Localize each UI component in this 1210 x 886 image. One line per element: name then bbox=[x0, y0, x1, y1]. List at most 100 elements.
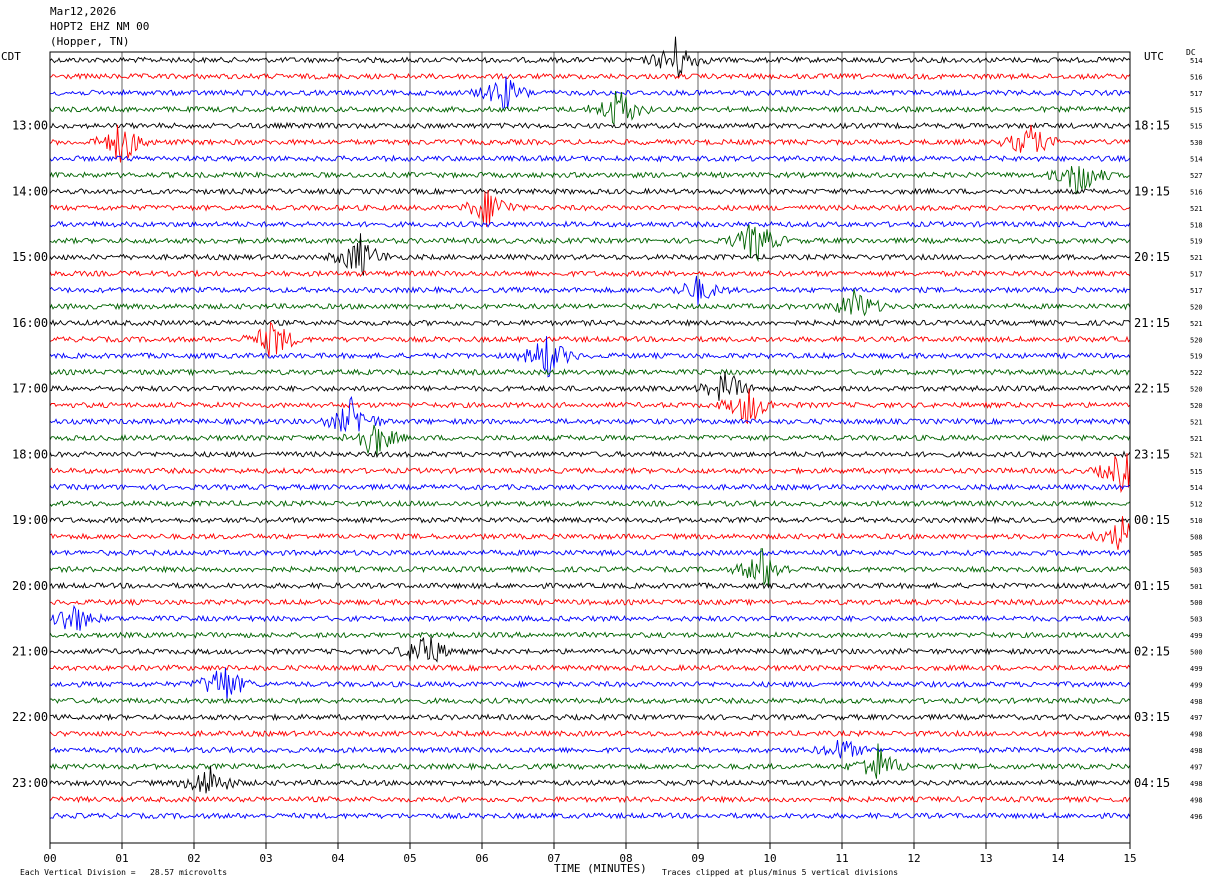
trace-row-39 bbox=[49, 696, 1131, 705]
dc-offset-value: 500 bbox=[1190, 599, 1203, 607]
dc-offset-value: 515 bbox=[1190, 106, 1203, 114]
left-hour-label: 15:00 bbox=[12, 250, 48, 264]
left-hour-label: 13:00 bbox=[12, 119, 48, 133]
dc-offset-value: 503 bbox=[1190, 566, 1203, 574]
scale-note: Each Vertical Division = 28.57 microvolt… bbox=[20, 868, 228, 877]
dc-offset-value: 503 bbox=[1190, 616, 1203, 624]
left-hour-label: 19:00 bbox=[12, 513, 48, 527]
dc-offset-value: 521 bbox=[1190, 435, 1203, 443]
header-station: HOPT2 EHZ NM 00 bbox=[50, 20, 150, 33]
left-hour-label: 22:00 bbox=[12, 710, 48, 724]
x-tick-label: 08 bbox=[619, 852, 632, 865]
trace-row-12 bbox=[49, 233, 1131, 276]
x-tick-label: 02 bbox=[187, 852, 200, 865]
right-hour-label: 18:15 bbox=[1134, 119, 1170, 133]
dc-offset-value: 520 bbox=[1190, 386, 1203, 394]
x-tick-label: 06 bbox=[475, 852, 488, 865]
x-tick-label: 15 bbox=[1123, 852, 1136, 865]
trace-row-45 bbox=[49, 795, 1131, 804]
dc-offset-value: 500 bbox=[1190, 648, 1203, 656]
dc-offset-value: 521 bbox=[1190, 205, 1203, 213]
x-tick-label: 07 bbox=[547, 852, 560, 865]
x-tick-label: 04 bbox=[331, 852, 345, 865]
dc-offset-value: 510 bbox=[1190, 517, 1203, 525]
trace-row-11 bbox=[49, 224, 1131, 263]
right-hour-label: 01:15 bbox=[1134, 579, 1170, 593]
left-hour-label: 18:00 bbox=[12, 447, 48, 461]
right-timezone-label: UTC bbox=[1144, 50, 1164, 63]
trace-row-18 bbox=[49, 336, 1131, 378]
trace-row-7 bbox=[49, 166, 1131, 194]
trace-row-37 bbox=[49, 663, 1131, 672]
dc-offset-value: 520 bbox=[1190, 303, 1203, 311]
trace-row-25 bbox=[49, 453, 1131, 494]
dc-offset-value: 497 bbox=[1190, 763, 1203, 771]
trace-row-13 bbox=[49, 269, 1131, 278]
x-tick-label: 12 bbox=[907, 852, 920, 865]
dc-offset-value: 519 bbox=[1190, 353, 1203, 361]
dc-offset-value: 521 bbox=[1190, 451, 1203, 459]
dc-offset-value: 517 bbox=[1190, 287, 1203, 295]
trace-row-34 bbox=[49, 604, 1131, 631]
trace-row-16 bbox=[49, 318, 1131, 328]
dc-offset-value: 499 bbox=[1190, 632, 1203, 640]
x-axis-title: TIME (MINUTES) bbox=[554, 862, 647, 875]
dc-offset-value: 514 bbox=[1190, 57, 1203, 65]
right-hour-label: 02:15 bbox=[1134, 644, 1170, 658]
left-hour-label: 20:00 bbox=[12, 579, 48, 593]
dc-offset-value: 518 bbox=[1190, 221, 1203, 229]
trace-row-14 bbox=[49, 275, 1131, 306]
x-tick-label: 10 bbox=[763, 852, 776, 865]
trace-row-4 bbox=[49, 121, 1131, 130]
dc-offset-value: 520 bbox=[1190, 402, 1203, 410]
dc-offset-value: 521 bbox=[1190, 254, 1203, 262]
x-tick-label: 14 bbox=[1051, 852, 1065, 865]
trace-row-1 bbox=[49, 72, 1131, 81]
right-hour-label: 04:15 bbox=[1134, 776, 1170, 790]
trace-row-29 bbox=[49, 516, 1131, 550]
dc-offset-value: 514 bbox=[1190, 156, 1203, 164]
x-tick-label: 13 bbox=[979, 852, 992, 865]
right-hour-label: 21:15 bbox=[1134, 316, 1170, 330]
dc-offset-value: 508 bbox=[1190, 533, 1203, 541]
dc-offset-value: 527 bbox=[1190, 172, 1203, 180]
trace-row-27 bbox=[49, 499, 1131, 508]
dc-offset-value: 517 bbox=[1190, 90, 1203, 98]
trace-row-19 bbox=[49, 368, 1131, 377]
trace-row-32 bbox=[49, 581, 1130, 590]
trace-row-33 bbox=[50, 598, 1131, 607]
trace-row-17 bbox=[49, 321, 1131, 357]
trace-row-20 bbox=[49, 371, 1131, 401]
trace-row-36 bbox=[49, 636, 1131, 663]
left-hour-label: 17:00 bbox=[12, 382, 48, 396]
x-tick-label: 03 bbox=[259, 852, 272, 865]
dc-offset-value: 520 bbox=[1190, 336, 1203, 344]
dc-offset-value: 522 bbox=[1190, 369, 1203, 377]
left-hour-label: 23:00 bbox=[12, 776, 48, 790]
header-location: (Hopper, TN) bbox=[50, 35, 130, 48]
trace-row-2 bbox=[49, 76, 1131, 110]
header-date: Mar12,2026 bbox=[50, 5, 117, 18]
trace-row-26 bbox=[49, 483, 1131, 492]
left-hour-label: 21:00 bbox=[12, 644, 48, 658]
left-hour-label: 14:00 bbox=[12, 184, 48, 198]
trace-row-24 bbox=[49, 450, 1131, 459]
traces bbox=[49, 36, 1131, 820]
x-tick-label: 01 bbox=[115, 852, 128, 865]
right-hour-label: 20:15 bbox=[1134, 250, 1170, 264]
dc-offset-value: 498 bbox=[1190, 698, 1203, 706]
x-tick-label: 09 bbox=[691, 852, 704, 865]
dc-offset-value: 505 bbox=[1190, 550, 1203, 558]
trace-row-30 bbox=[49, 549, 1131, 557]
dc-offset-value: 498 bbox=[1190, 747, 1203, 755]
trace-row-46 bbox=[49, 811, 1131, 820]
trace-row-3 bbox=[49, 91, 1131, 126]
right-hour-label: 23:15 bbox=[1134, 447, 1170, 461]
dc-offset-value: 501 bbox=[1190, 583, 1203, 591]
dc-offset-value: 499 bbox=[1190, 665, 1203, 673]
dc-offset-value: 498 bbox=[1190, 796, 1203, 804]
trace-row-42 bbox=[49, 740, 1131, 759]
dc-offset-value: 512 bbox=[1190, 501, 1203, 509]
dc-offset-value: 515 bbox=[1190, 123, 1203, 131]
dc-offset-value: 519 bbox=[1190, 238, 1203, 246]
